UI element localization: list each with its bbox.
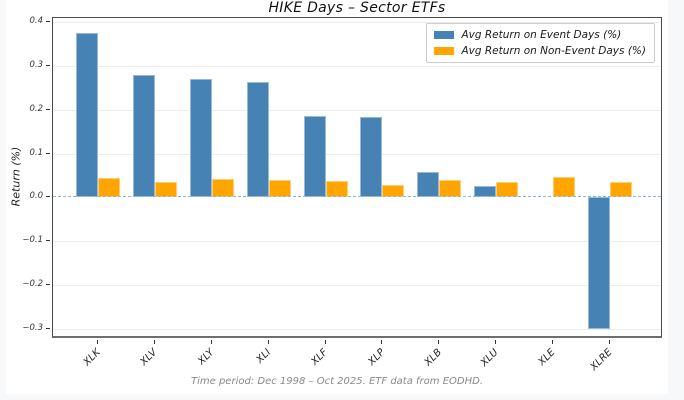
x-tick-mark	[153, 340, 155, 344]
y-tick-label: 0.3	[29, 59, 43, 70]
y-tick-mark	[46, 240, 50, 242]
x-axis: XLK XLV XLY XLI XLF XLP XLB XLU XLE XLRE	[52, 340, 662, 384]
bar-event-xlv	[132, 74, 155, 198]
nonevent-days-swatch	[434, 47, 455, 55]
y-tick-mark	[46, 327, 50, 329]
gridline	[53, 285, 661, 287]
chart-figure: HIKE Days – Sector ETFs Return (%) 0.4 0.…	[6, 0, 668, 394]
bar-event-xli	[246, 82, 269, 198]
bar-event-xlb	[417, 171, 440, 198]
x-tick-label-xlre: XLRE	[588, 347, 615, 373]
x-tick-label-xli: XLI	[254, 347, 274, 366]
bar-nonevent-xlb	[439, 180, 462, 198]
y-tick-label: −0.2	[22, 279, 43, 290]
x-tick-label-xlv: XLV	[138, 347, 160, 368]
x-tick-label-xly: XLY	[196, 347, 217, 368]
y-tick-mark	[46, 152, 50, 154]
y-axis: 0.4 0.3 0.2 0.1 0.0 −0.1 −0.2 −0.3	[6, 15, 50, 338]
zero-baseline	[53, 196, 661, 198]
bar-nonevent-xli	[268, 179, 291, 198]
y-tick-label: −0.3	[22, 322, 43, 333]
x-tick-mark	[97, 340, 98, 344]
plot-area: Avg Return on Event Days (%) Avg Return …	[52, 17, 662, 338]
bar-nonevent-xlu	[496, 181, 519, 198]
gridline	[53, 21, 661, 23]
x-tick-mark	[381, 340, 383, 344]
legend-item-nonevent-days: Avg Return on Non-Event Days (%)	[434, 45, 646, 57]
x-tick-mark	[324, 340, 326, 344]
x-tick-label-xlk: XLK	[81, 347, 103, 369]
y-tick-mark	[46, 20, 50, 22]
y-tick-mark	[46, 108, 50, 110]
bar-nonevent-xle	[553, 177, 576, 198]
y-tick-label: −0.1	[22, 235, 43, 246]
x-tick-label-xlp: XLP	[366, 347, 388, 368]
chart-title: HIKE Days – Sector ETFs	[268, 0, 446, 16]
bar-nonevent-xlk	[98, 177, 120, 198]
gridline	[53, 153, 661, 155]
event-days-swatch	[434, 31, 455, 39]
bar-nonevent-xly	[211, 178, 234, 198]
y-tick-label: 0.0	[29, 191, 43, 202]
x-tick-label-xlu: XLU	[479, 347, 502, 369]
bar-event-xly	[189, 79, 212, 198]
bar-nonevent-xlv	[154, 181, 177, 198]
bar-event-xlf	[303, 115, 326, 198]
y-tick-label: 0.1	[29, 147, 43, 158]
x-tick-mark	[210, 340, 212, 344]
legend-label-nonevent-days: Avg Return on Non-Event Days (%)	[461, 45, 646, 57]
x-tick-label-xle: XLE	[536, 347, 558, 369]
legend-label-event-days: Avg Return on Event Days (%)	[461, 29, 622, 41]
bar-nonevent-xlre	[610, 181, 632, 198]
y-tick-label: 0.4	[29, 15, 43, 26]
y-tick-mark	[46, 284, 50, 286]
y-tick-mark	[46, 196, 50, 198]
x-tick-label-xlf: XLF	[309, 347, 331, 368]
chart-caption: Time period: Dec 1998 – Oct 2025. ETF da…	[191, 376, 483, 387]
gridline	[53, 65, 661, 67]
x-tick-label-xlb: XLB	[422, 347, 445, 369]
y-tick-mark	[46, 64, 50, 66]
x-tick-mark	[552, 340, 554, 344]
bar-event-xlre	[588, 197, 610, 329]
bar-event-xlp	[360, 116, 383, 198]
bar-nonevent-xlf	[325, 180, 348, 198]
x-tick-mark	[495, 340, 497, 344]
bar-event-xlk	[76, 32, 98, 198]
y-tick-label: 0.2	[29, 103, 43, 114]
x-tick-mark	[609, 340, 610, 344]
x-tick-mark	[438, 340, 440, 344]
gridline	[53, 241, 661, 243]
gridline	[53, 109, 661, 111]
gridline	[53, 328, 661, 330]
legend: Avg Return on Event Days (%) Avg Return …	[426, 23, 655, 63]
legend-item-event-days: Avg Return on Event Days (%)	[434, 29, 646, 41]
x-tick-mark	[267, 340, 269, 344]
